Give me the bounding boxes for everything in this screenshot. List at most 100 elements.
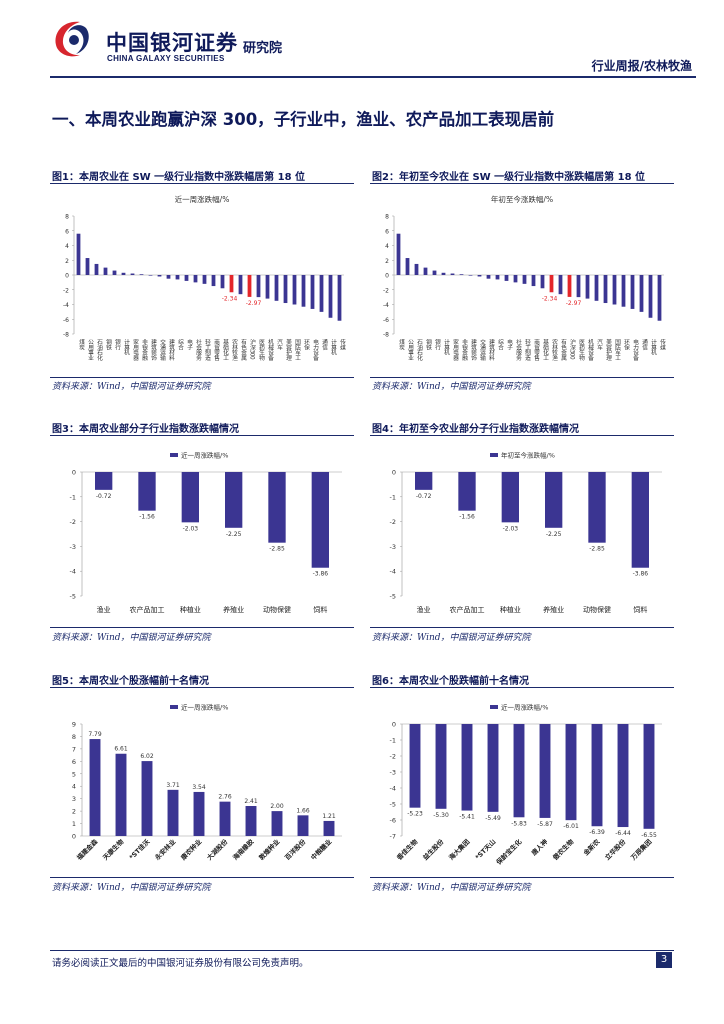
bar <box>138 472 156 511</box>
data-label: -2.25 <box>226 531 242 538</box>
bar <box>219 801 231 836</box>
bar <box>225 472 243 528</box>
company-name-cn: 中国银河证券 <box>106 31 238 55</box>
fig3-chart: 近一周涨跌幅/% 0 -1 -2 -3 -4 -5 -0.72 渔业 -1.56 农产品加工 -2.0… <box>70 451 342 614</box>
bar <box>576 275 581 298</box>
bar <box>148 275 153 276</box>
x-tick-label: 电力设备 <box>312 338 319 362</box>
institute-label: 研究院 <box>243 41 283 56</box>
bar <box>423 267 428 275</box>
y-tick-label: 8 <box>65 214 69 221</box>
bar <box>238 275 243 295</box>
x-tick-label: 轻工制造 <box>204 338 211 362</box>
x-tick-label: 公用事业 <box>407 339 414 361</box>
bar <box>591 724 603 827</box>
data-label: -2.97 <box>566 300 582 307</box>
bar <box>193 275 198 283</box>
data-label: 7.79 <box>88 731 102 738</box>
bar <box>202 275 207 284</box>
x-tick-label: 农林牧渔 <box>551 338 558 362</box>
y-tick-label: 2 <box>65 258 69 265</box>
y-tick-label: 8 <box>385 214 389 221</box>
bar <box>193 791 205 836</box>
x-tick-label: 永安林业 <box>152 837 178 863</box>
x-tick-label: 汽车 <box>596 338 603 351</box>
x-tick-label: 立华股份 <box>603 837 628 862</box>
fig1-title: 图1：本周农业在 SW 一级行业指数中涨跌幅居第 18 位 <box>52 172 306 183</box>
x-tick-label: 基础化工 <box>222 338 229 361</box>
fig1-bottom-rule <box>50 377 354 378</box>
x-tick-label: 石油石化 <box>416 339 423 362</box>
section-title: 一、本周农业跑赢沪深 300，子行业中，渔业、农产品加工表现居前 <box>52 110 555 129</box>
x-tick-label: 石油石化 <box>96 339 103 362</box>
y-tick-label: 0 <box>392 469 396 477</box>
y-tick-label: -8 <box>383 332 389 339</box>
bar <box>513 275 518 283</box>
y-tick-label: 3 <box>72 795 76 803</box>
bar <box>181 472 199 523</box>
y-tick-label: -4 <box>63 302 69 309</box>
bar <box>271 811 283 836</box>
x-tick-label: 保龄宝生化 <box>493 837 523 867</box>
x-tick-label: 煤炭 <box>398 338 405 351</box>
y-tick-label: -4 <box>70 568 76 576</box>
data-label: -2.25 <box>546 531 562 538</box>
y-tick-label: -1 <box>390 737 396 745</box>
x-tick-label: 社会服务 <box>195 338 202 362</box>
bar <box>504 275 509 281</box>
x-tick-label: 唐人神 <box>529 837 550 858</box>
x-tick-label: 动物保健 <box>583 605 611 614</box>
y-tick-label: 6 <box>72 758 76 766</box>
fig1-source: 资料来源：Wind，中国银河证券研究院 <box>52 382 211 392</box>
bar <box>94 263 99 275</box>
bar <box>450 273 455 275</box>
x-tick-label: 传媒 <box>659 338 666 351</box>
bar <box>409 724 421 808</box>
bar <box>112 270 117 275</box>
bar <box>89 739 101 836</box>
bar <box>184 275 189 281</box>
x-tick-label: 美容护理 <box>285 338 292 361</box>
y-tick-label: 4 <box>65 243 69 250</box>
bar <box>396 233 401 275</box>
data-label: -5.23 <box>407 811 423 818</box>
data-label: -5.87 <box>537 821 553 828</box>
x-tick-label: 非银金融 <box>141 338 148 362</box>
fig3-title: 图3：本周农业部分子行业指数涨跌幅情况 <box>52 424 239 435</box>
y-tick-label: 6 <box>385 228 389 235</box>
y-tick-label: 4 <box>72 783 76 791</box>
bar <box>76 233 81 275</box>
x-tick-label: 农产品加工 <box>130 605 165 614</box>
bar <box>323 820 335 836</box>
x-tick-label: 商贸零售 <box>213 338 220 362</box>
y-tick-label: 0 <box>392 721 396 729</box>
x-tick-label: 建筑材料 <box>168 338 175 362</box>
data-label: -0.72 <box>416 493 432 500</box>
bar <box>311 472 329 568</box>
fig6-title: 图6：本周农业个股跌幅前十名情况 <box>372 676 529 687</box>
y-tick-label: -7 <box>390 833 396 841</box>
data-label: 2.76 <box>218 794 232 801</box>
x-tick-label: *ST天山 <box>473 837 497 861</box>
x-tick-label: 海南橡胶 <box>231 837 256 862</box>
data-label: 2.41 <box>244 798 258 805</box>
x-tick-label: 万辰集团 <box>628 837 654 863</box>
y-tick-label: -5 <box>70 593 76 601</box>
y-tick-label: -2 <box>70 518 76 526</box>
x-tick-label: 交通运输 <box>479 338 486 362</box>
bar <box>268 472 286 543</box>
x-tick-label: 家用电器 <box>452 338 459 362</box>
bar <box>495 275 500 280</box>
x-tick-label: 天康生物 <box>101 837 126 862</box>
x-tick-label: 动物保健 <box>263 605 291 614</box>
x-tick-label: 养殖业 <box>223 605 244 614</box>
bar <box>139 274 144 275</box>
fig3-source: 资料来源：Wind，中国银河证券研究院 <box>52 633 211 643</box>
x-tick-label: 钢铁 <box>105 338 112 351</box>
data-label: -2.85 <box>589 546 605 553</box>
bar <box>283 275 288 304</box>
x-tick-label: 机械设备 <box>267 338 274 362</box>
x-tick-label: 中粮糖业 <box>309 837 334 862</box>
x-tick-label: 大湖股份 <box>205 837 230 862</box>
y-tick-label: -5 <box>390 593 396 601</box>
